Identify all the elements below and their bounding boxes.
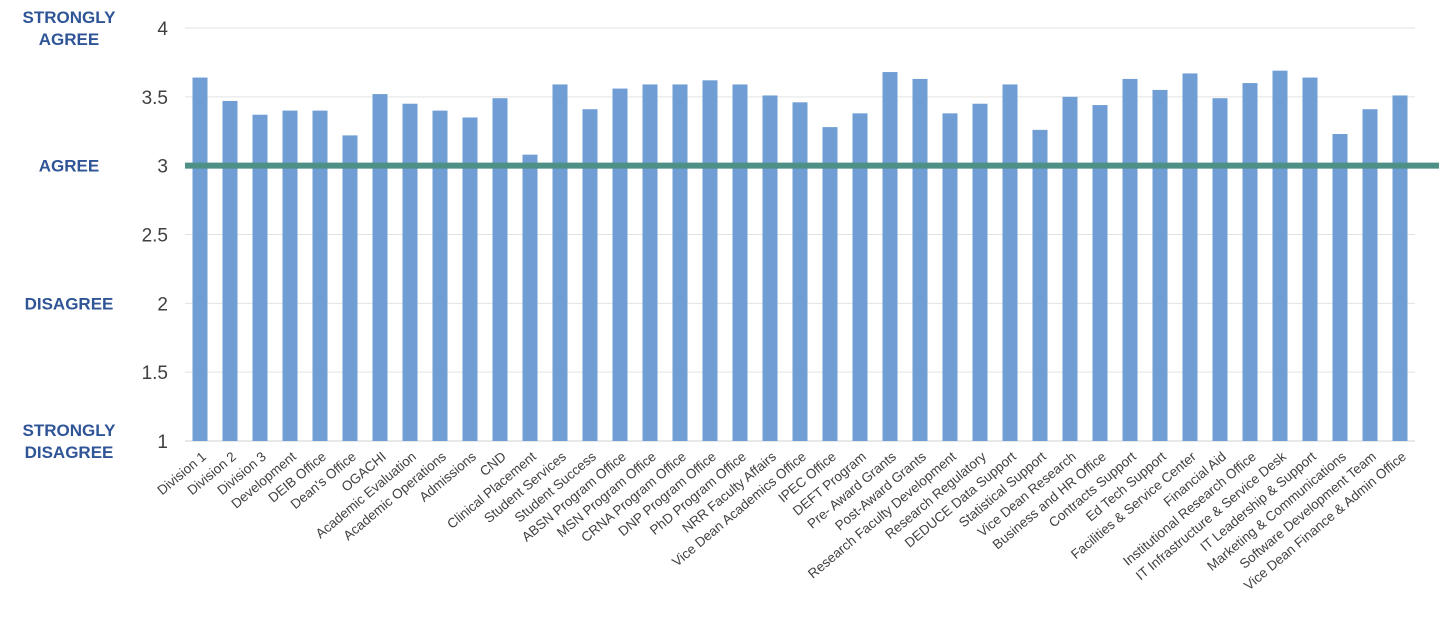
bar: [762, 95, 778, 441]
bars: [192, 70, 1408, 442]
bar: [852, 113, 868, 441]
bar: [252, 114, 268, 441]
bar: [1332, 134, 1348, 441]
bar: [672, 84, 688, 442]
bar: [1062, 96, 1078, 441]
y-tick-label: 4: [157, 19, 168, 40]
bar: [942, 113, 958, 441]
bar: [1032, 129, 1048, 441]
bar: [492, 98, 508, 442]
y-tick-label: 3.5: [142, 88, 168, 109]
bar: [972, 103, 988, 441]
bar: [792, 102, 808, 441]
y-tick-label: 1.5: [142, 363, 168, 384]
y-tick-label: 1: [157, 432, 168, 453]
y-tick-label: 2.5: [142, 226, 168, 247]
bar: [432, 110, 448, 441]
bar: [1392, 95, 1408, 441]
bar: [1092, 105, 1108, 442]
bar: [522, 154, 538, 442]
y-tick-label: 2: [157, 294, 168, 315]
scale-labels: STRONGLY AGREE AGREE DISAGREE STRONGLY DISAGR…: [23, 8, 117, 462]
bar: [222, 100, 238, 442]
bar: [702, 80, 718, 442]
scale-label: STRONGLY: [23, 421, 117, 440]
bar: [402, 103, 418, 441]
bar: [552, 84, 568, 442]
bar: [312, 110, 328, 441]
bar: [822, 127, 838, 442]
scale-label: STRONGLY: [23, 8, 117, 27]
bar: [462, 117, 478, 441]
bar: [1182, 73, 1198, 442]
scale-label: AGREE: [39, 30, 99, 49]
bar: [732, 84, 748, 442]
bar: [342, 135, 358, 441]
bar: [642, 84, 658, 442]
bar: [1302, 77, 1318, 441]
scale-label: AGREE: [39, 157, 99, 176]
bar: [1152, 89, 1168, 441]
scale-label: DISAGREE: [25, 294, 114, 313]
bar: [912, 78, 928, 441]
bar: [882, 72, 898, 441]
scale-label: DISAGREE: [25, 443, 114, 462]
bar: [612, 88, 628, 441]
bar: [282, 110, 298, 441]
bar: [192, 77, 208, 441]
bar: [372, 94, 388, 441]
y-axis-ticks: 1 1.5 2 2.5 3 3.5 4: [142, 19, 169, 453]
bar: [1362, 109, 1378, 442]
bar: [1002, 84, 1018, 442]
bar: [1212, 98, 1228, 442]
bar: [1272, 70, 1288, 441]
bar: [582, 109, 598, 442]
y-tick-label: 3: [157, 157, 168, 178]
bar: [1122, 78, 1138, 441]
bar: [1242, 83, 1258, 442]
